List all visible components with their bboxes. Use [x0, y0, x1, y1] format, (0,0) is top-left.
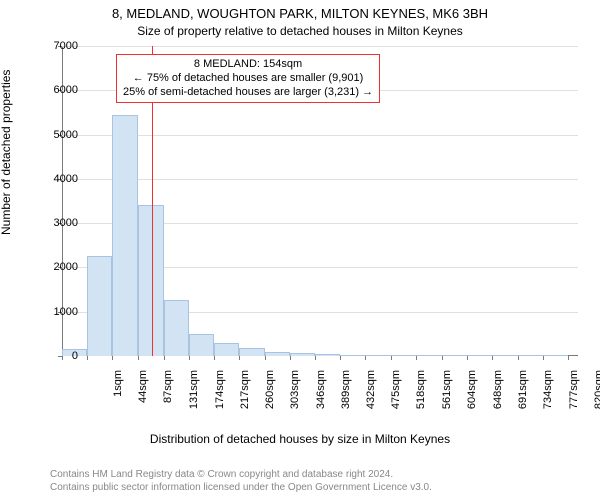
ytick-label: 3000 [54, 217, 78, 229]
xtick-mark [62, 356, 63, 360]
xtick-label: 131sqm [188, 370, 200, 430]
xtick-label: 777sqm [568, 370, 580, 430]
xtick-mark [265, 356, 266, 360]
histogram-bar [442, 355, 467, 356]
x-axis-label: Distribution of detached houses by size … [0, 432, 600, 446]
histogram-bar [290, 353, 315, 356]
histogram-bar [112, 115, 138, 356]
xtick-label: 691sqm [517, 370, 529, 430]
histogram-bar [214, 343, 239, 356]
xtick-label: 820sqm [593, 370, 600, 430]
xtick-label: 518sqm [415, 370, 427, 430]
xtick-mark [416, 356, 417, 360]
histogram-bar [164, 300, 189, 356]
chart-title: 8, MEDLAND, WOUGHTON PARK, MILTON KEYNES… [0, 6, 600, 21]
xtick-mark [138, 356, 139, 360]
ytick-label: 6000 [54, 84, 78, 96]
xtick-mark [290, 356, 291, 360]
xtick-label: 561sqm [441, 370, 453, 430]
chart-container: 8, MEDLAND, WOUGHTON PARK, MILTON KEYNES… [0, 0, 600, 500]
xtick-mark [568, 356, 569, 360]
xtick-label: 1sqm [112, 370, 124, 430]
xtick-label: 217sqm [239, 370, 251, 430]
annotation-line2: ← 75% of detached houses are smaller (9,… [123, 72, 373, 86]
histogram-bar [518, 355, 543, 356]
xtick-mark [391, 356, 392, 360]
histogram-bar [189, 334, 214, 356]
histogram-bar [265, 352, 290, 356]
xtick-mark [365, 356, 366, 360]
annotation-box: 8 MEDLAND: 154sqm ← 75% of detached hous… [116, 54, 380, 103]
xtick-mark [340, 356, 341, 360]
xtick-label: 303sqm [289, 370, 301, 430]
xtick-label: 389sqm [340, 370, 352, 430]
xtick-mark [214, 356, 215, 360]
xtick-label: 346sqm [315, 370, 327, 430]
histogram-bar [391, 355, 416, 356]
xtick-label: 648sqm [492, 370, 504, 430]
xtick-mark [518, 356, 519, 360]
ytick-label: 2000 [54, 261, 78, 273]
histogram-bar [87, 256, 112, 356]
histogram-bar [239, 348, 264, 356]
xtick-label: 87sqm [162, 370, 174, 430]
xtick-mark [189, 356, 190, 360]
y-axis-label: Number of detached properties [0, 70, 13, 235]
xtick-label: 734sqm [542, 370, 554, 430]
xtick-mark [467, 356, 468, 360]
xtick-mark [112, 356, 113, 360]
annotation-line1: 8 MEDLAND: 154sqm [123, 58, 373, 72]
xtick-label: 432sqm [365, 370, 377, 430]
xtick-mark [87, 356, 88, 360]
xtick-mark [543, 356, 544, 360]
gridline [62, 46, 578, 47]
ytick-label: 1000 [54, 306, 78, 318]
xtick-mark [239, 356, 240, 360]
gridline [62, 135, 578, 136]
xtick-label: 174sqm [214, 370, 226, 430]
histogram-bar [543, 355, 568, 356]
histogram-bar [315, 354, 340, 356]
xtick-mark [315, 356, 316, 360]
footer-line2: Contains public sector information licen… [50, 482, 432, 495]
annotation-line3: 25% of semi-detached houses are larger (… [123, 86, 373, 100]
xtick-label: 604sqm [466, 370, 478, 430]
xtick-mark [164, 356, 165, 360]
xtick-label: 475sqm [390, 370, 402, 430]
ytick-label: 7000 [54, 40, 78, 52]
footer: Contains HM Land Registry data © Crown c… [50, 469, 432, 494]
ytick-label: 4000 [54, 173, 78, 185]
xtick-mark [492, 356, 493, 360]
xtick-label: 44sqm [137, 370, 149, 430]
histogram-bar [492, 355, 517, 356]
footer-line1: Contains HM Land Registry data © Crown c… [50, 469, 432, 482]
xtick-label: 260sqm [264, 370, 276, 430]
ytick-label: 5000 [54, 129, 78, 141]
histogram-bar [467, 355, 492, 356]
ytick-label: 0 [72, 350, 78, 362]
histogram-bar [365, 355, 390, 356]
gridline [62, 179, 578, 180]
histogram-bar [340, 355, 365, 356]
histogram-bar [416, 355, 442, 356]
chart-subtitle: Size of property relative to detached ho… [0, 24, 600, 38]
xtick-mark [442, 356, 443, 360]
